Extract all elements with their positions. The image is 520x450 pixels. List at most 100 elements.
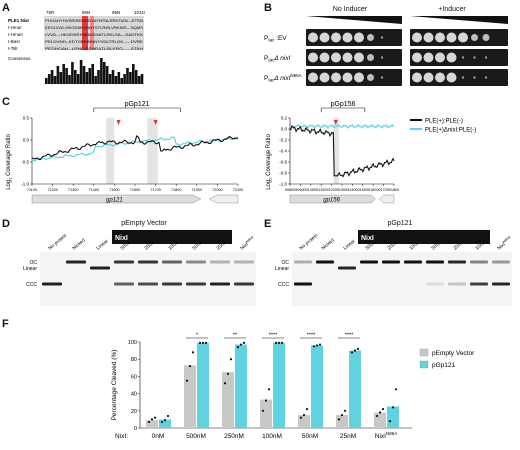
bar <box>159 419 171 428</box>
dilution-wedge-left <box>306 16 402 24</box>
bacterial-spot <box>331 32 341 43</box>
bacterial-spot <box>354 52 364 63</box>
data-point <box>267 388 271 391</box>
bacterial-spot <box>308 52 318 63</box>
gel-band <box>294 260 312 264</box>
f-category-label: 250nM <box>224 433 244 440</box>
band-label: OC <box>282 260 290 266</box>
bar <box>273 342 285 428</box>
y-tick-label: 0.0 <box>281 127 288 132</box>
f-y-tick-label: 40 <box>131 392 137 398</box>
lane-label: Nicked <box>320 237 335 251</box>
consensus-bar <box>140 74 144 84</box>
consensus-bar <box>94 76 97 84</box>
gel-band <box>186 282 206 286</box>
x-tick-label: 71700 <box>150 188 161 192</box>
x-tick-label: 71400 <box>89 188 100 192</box>
bar <box>374 412 386 428</box>
consensus-bar <box>82 66 86 84</box>
bar <box>197 342 209 428</box>
y-tick-label: 0.0 <box>23 138 30 143</box>
coverage-line-wt <box>31 134 239 161</box>
bacterial-spot <box>380 36 384 39</box>
data-point <box>378 411 382 414</box>
consensus-bar <box>53 76 57 84</box>
f-category-label: NixIN85A <box>375 431 397 440</box>
bacterial-spot <box>342 72 353 83</box>
consensus-bar <box>114 76 118 84</box>
f-legend-label: pEmpty Vector <box>432 350 475 357</box>
consensus-bar <box>132 64 135 84</box>
consensus-bar <box>47 74 51 84</box>
gel-band <box>316 260 334 264</box>
consensus-bar <box>91 64 94 84</box>
gel-band <box>234 260 254 264</box>
legend-label: PLE(+):PLE(-) <box>425 119 463 125</box>
f-legend-swatch <box>419 360 429 369</box>
x-tick-label: 91500 <box>358 188 369 192</box>
panel-letter-e: E <box>264 218 272 230</box>
concentration-bar-label: NixI <box>115 235 128 242</box>
alignment-row-name: I-BasI <box>8 39 20 44</box>
consensus-bar <box>88 68 92 84</box>
gel-band <box>138 260 158 264</box>
x-tick-label: 91300 <box>337 188 348 192</box>
alignment-panel: 75R 85N 95N 101N PLE1 NixI PHGAHYHVSRIRDG… <box>8 10 145 84</box>
y-tick-label: 0.2 <box>281 116 288 121</box>
f-y-tick-label: 100 <box>128 340 137 346</box>
consensus-bar <box>85 72 89 84</box>
bar <box>146 420 158 428</box>
plate-strip <box>410 69 508 86</box>
x-tick-label: 71300 <box>68 188 79 192</box>
bacterial-spot <box>319 52 330 63</box>
lane-label: Linear <box>95 238 109 251</box>
consensus-bar <box>65 68 68 84</box>
data-point <box>198 341 202 344</box>
bacterial-spot <box>354 32 364 43</box>
panel-letter-c: C <box>2 96 10 108</box>
plasmid-bracket-label: pGp121 <box>125 101 150 108</box>
x-tick-label: 71600 <box>130 188 141 192</box>
cut-site-shade <box>333 118 339 184</box>
lane-label: Nicked <box>71 237 86 251</box>
y-tick-label: 0.5 <box>23 116 30 121</box>
data-point <box>163 419 167 422</box>
x-tick-label: 71100 <box>27 188 37 192</box>
gel-band <box>470 282 488 286</box>
gel-band <box>114 260 134 264</box>
gel-e: No protein Nicked Linear 500nM 250nM 100nM 50n… <box>275 230 512 306</box>
data-point <box>280 341 284 344</box>
x-tick-label: 91400 <box>347 188 358 192</box>
consensus-bar <box>79 60 83 84</box>
alignment-row-seq: LVVD---HKGDKRHNNNSNATLRKLSA---SADTKK <box>45 32 143 37</box>
data-point <box>388 420 392 423</box>
consensus-bar <box>50 70 54 84</box>
alignment-row-seq: PELDVNH--KDTGRMNNNYVDLTRLGK-----DVRE <box>45 39 143 44</box>
gene-arrow <box>31 194 202 204</box>
concentration-bar-label: NixI <box>361 235 374 242</box>
cut-site-shade <box>147 118 158 184</box>
data-point <box>223 382 227 385</box>
gene-label: gp156 <box>323 198 340 204</box>
f-y-tick-label: 20 <box>131 409 137 415</box>
bacterial-spot <box>435 52 445 63</box>
data-point <box>302 414 306 417</box>
data-point <box>188 364 192 368</box>
y-tick-label: -1.0 <box>279 182 287 187</box>
x-tick-label: 71200 <box>47 188 58 192</box>
alignment-highlight-n85 <box>82 16 88 50</box>
bacterial-spot <box>319 32 330 43</box>
y-tick-label: -0.4 <box>279 149 287 154</box>
coverage-y-label-right: Log2 Coverage Ratio <box>266 134 273 190</box>
data-point <box>153 416 157 419</box>
gel-d-title: pEmpty Vector <box>121 220 167 227</box>
consensus-bar <box>108 74 112 84</box>
bacterial-spot <box>412 72 422 83</box>
bacterial-spot <box>482 34 490 41</box>
consensus-bar <box>105 66 109 84</box>
consensus-bar <box>137 76 141 84</box>
significance-label: **** <box>345 333 354 339</box>
bacterial-spot <box>308 32 318 43</box>
f-y-label: Percentage Cleaved (%) <box>111 350 118 421</box>
bacterial-spot <box>473 56 476 59</box>
